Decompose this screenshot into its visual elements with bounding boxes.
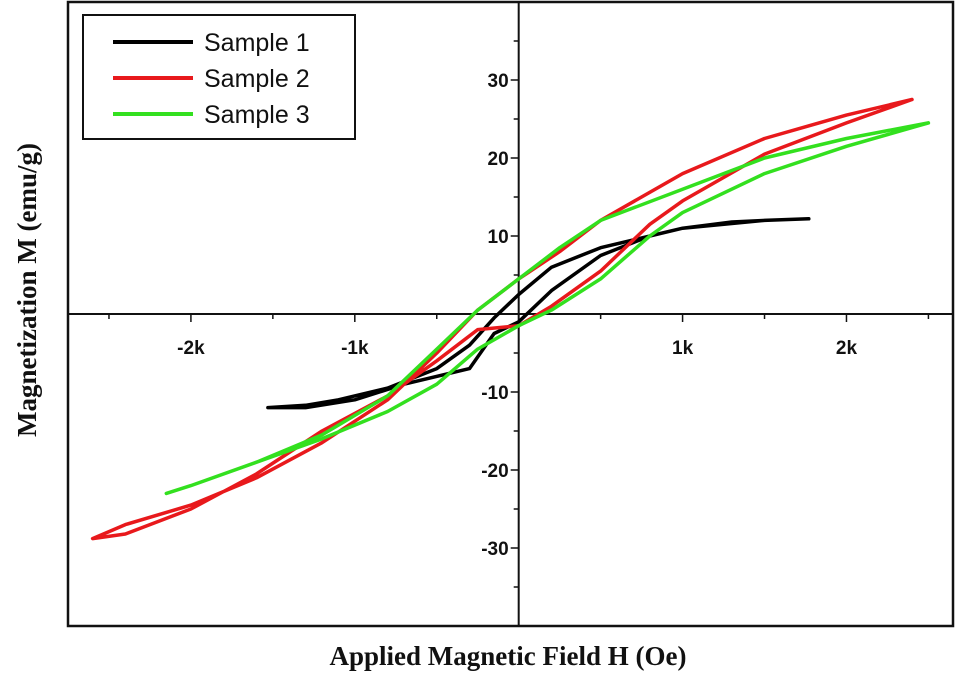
series-group <box>90 97 931 541</box>
legend-label-2: Sample 2 <box>204 65 310 93</box>
legend-label-1: Sample 1 <box>204 29 310 57</box>
y-tick-label: -30 <box>481 539 508 560</box>
y-tick-label: 20 <box>488 149 509 170</box>
y-axis-title: Magnetization M (emu/g) <box>12 143 42 437</box>
x-tick-label: 1k <box>672 338 694 359</box>
x-tick-label: 2k <box>836 338 858 359</box>
y-tick-label: -20 <box>481 461 508 482</box>
legend-label-3: Sample 3 <box>204 101 310 129</box>
tick-labels: -2k -1k 1k 2k 30 20 10 -10 -20 -30 <box>177 71 857 560</box>
series-line-1 <box>266 217 811 410</box>
series-line-2 <box>90 97 914 541</box>
y-tick-label: 30 <box>488 71 509 92</box>
series-line-3 <box>164 121 931 496</box>
legend: Sample 1 Sample 2 Sample 3 <box>82 14 356 140</box>
x-tick-label: -2k <box>177 338 205 359</box>
x-axis-title: Applied Magnetic Field H (Oe) <box>330 641 687 671</box>
y-tick-label: 10 <box>488 227 509 248</box>
y-tick-label: -10 <box>481 383 508 404</box>
axes <box>68 2 953 626</box>
x-tick-label: -1k <box>341 338 369 359</box>
